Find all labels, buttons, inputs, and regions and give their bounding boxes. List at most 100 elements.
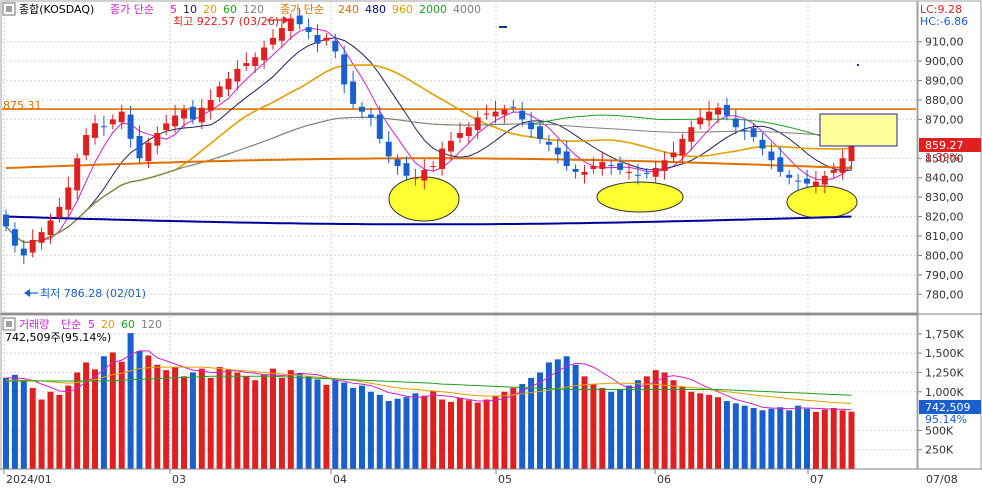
candle-body — [225, 78, 232, 90]
volume-bar — [323, 384, 330, 469]
volume-bar — [643, 376, 650, 469]
volume-bar — [652, 370, 659, 469]
volume-bar — [145, 355, 152, 469]
volume-bar — [154, 364, 161, 469]
candle-body — [305, 27, 312, 32]
legend-period-60: 60 — [223, 3, 237, 16]
x-tick-label: 07 — [810, 473, 824, 486]
volume-bar — [109, 352, 116, 469]
legend-period-5: 5 — [88, 318, 95, 331]
volume-bar — [305, 376, 312, 469]
candle-body — [29, 239, 36, 253]
volume-bar — [688, 391, 695, 469]
volume-tick-label: 1,250K — [925, 366, 964, 379]
price-tick-label: 810,00 — [925, 230, 964, 243]
volume-bar — [439, 399, 446, 469]
candle-body — [421, 169, 428, 181]
volume-ma-period-list: 5 20 60 120 — [88, 318, 162, 331]
volume-bar — [839, 410, 846, 469]
volume-bar — [332, 380, 339, 469]
volume-bar — [501, 391, 508, 469]
candle-body — [109, 119, 116, 125]
candle-body — [608, 165, 615, 167]
legend-period-10: 10 — [183, 3, 197, 16]
candle-body — [439, 148, 446, 169]
volume-title: 거래량 — [19, 318, 49, 331]
legend-period-960: 960 — [392, 3, 413, 16]
ref-line-label: 875.31 — [3, 99, 42, 112]
ma2-period-list: 240 480 960 2000 4000 — [338, 3, 481, 16]
candle-body — [679, 138, 686, 156]
candle-body — [839, 158, 846, 173]
volume-bar — [207, 377, 214, 469]
volume-bar — [3, 377, 9, 469]
candle-body — [723, 104, 730, 116]
volume-bars — [3, 333, 855, 469]
candle-body — [465, 127, 472, 136]
volume-bar — [519, 384, 526, 469]
volume-bar — [29, 387, 36, 469]
candle-body — [697, 117, 704, 125]
volume-bar — [741, 405, 748, 469]
candle-body — [830, 169, 837, 173]
x-tick-label: 04 — [333, 473, 347, 486]
volume-bar — [706, 394, 713, 469]
volume-bar — [127, 333, 134, 469]
ma10-line — [5, 37, 852, 244]
candle-body — [510, 106, 517, 108]
candle-body — [448, 140, 454, 152]
volume-bar — [92, 369, 98, 469]
candle-body — [163, 123, 170, 131]
volume-bar — [545, 362, 552, 469]
candle-body — [367, 114, 374, 118]
volume-bar — [163, 370, 170, 469]
volume-bar — [261, 374, 268, 469]
volume-bar — [572, 364, 579, 469]
x-tick-label: 05 — [498, 473, 512, 486]
volume-tick-label: 500K — [925, 424, 954, 437]
volume-bar — [750, 407, 757, 469]
volume-bar — [56, 394, 63, 469]
volume-toggle-icon — [6, 321, 12, 327]
candle-body — [261, 47, 268, 61]
volume-bar — [216, 367, 223, 469]
ma240-line — [5, 157, 852, 169]
volume-tick-label: 1,750K — [925, 328, 964, 341]
x-tick-label: 03 — [172, 473, 186, 486]
legend-period-480: 480 — [365, 3, 386, 16]
candle-body — [56, 206, 63, 218]
ma480-line — [5, 215, 852, 226]
candle-body — [47, 220, 54, 236]
candle-body — [341, 54, 348, 85]
candle-body — [376, 114, 383, 139]
current-price-tag — [919, 138, 981, 152]
price-tick-label: 820,00 — [925, 211, 964, 224]
candle-body — [706, 111, 713, 121]
candle-body — [270, 37, 276, 45]
candle-body — [634, 174, 641, 176]
volume-bar — [617, 389, 624, 469]
volume-bar — [278, 377, 285, 469]
volume-bar — [537, 372, 543, 469]
volume-bar — [376, 394, 383, 469]
volume-bar — [367, 391, 374, 469]
selection-box[interactable] — [819, 113, 898, 147]
candle-body — [456, 133, 463, 138]
candle-body — [528, 122, 535, 130]
lc-label: LC:9.28 — [920, 3, 962, 16]
volume-bar — [100, 356, 107, 469]
legend-toggle-icon — [6, 6, 12, 12]
volume-bar — [759, 410, 766, 469]
legend-period-120: 120 — [243, 3, 264, 16]
volume-ma60-line — [6, 375, 852, 396]
volume-bar — [118, 361, 125, 469]
candle-body — [127, 114, 134, 139]
candle-body — [474, 117, 481, 131]
volume-bar — [189, 372, 196, 469]
volume-bar — [403, 397, 410, 469]
legend-period-2000: 2000 — [419, 3, 447, 16]
candle-body — [617, 163, 624, 170]
price-tick-label: 850,00 — [925, 152, 964, 165]
candle-body — [3, 214, 9, 227]
